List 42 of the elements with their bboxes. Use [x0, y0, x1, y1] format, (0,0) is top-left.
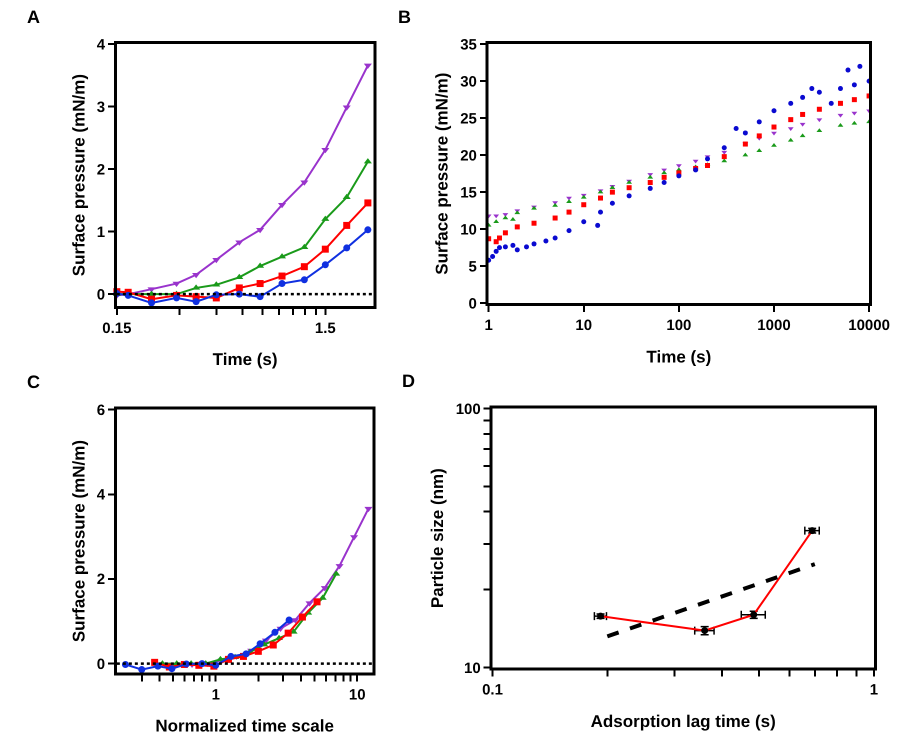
- y-tick-label: 0: [96, 656, 106, 673]
- y-tick-label: 3: [96, 98, 106, 116]
- y-tick-label: 2: [96, 571, 106, 588]
- y-tick-label: 6: [96, 402, 106, 419]
- y-axis-title: Particle size (nm): [428, 468, 448, 608]
- x-tick-label: 0.1: [482, 681, 503, 698]
- y-tick-label: 15: [460, 184, 477, 202]
- y-tick-label: 5: [468, 258, 477, 276]
- chart-title: A: [27, 7, 40, 27]
- y-tick-label: 30: [460, 73, 477, 90]
- y-tick-label: 1: [96, 224, 106, 241]
- x-tick-label: 10: [575, 316, 592, 334]
- x-tick-label: 1: [870, 681, 878, 698]
- y-axis-title: Surface pressure (mN/m): [69, 74, 88, 276]
- y-axis-title: Surface pressure (mN/m): [69, 440, 88, 642]
- y-tick-label: 4: [96, 36, 106, 54]
- y-tick-label: 2: [96, 161, 106, 178]
- y-tick-label: 10: [460, 221, 477, 238]
- y-tick-label: 10: [464, 660, 481, 677]
- chart-title: D: [402, 371, 415, 391]
- x-axis-title: Normalized time scale: [155, 716, 334, 736]
- y-tick-label: 0: [468, 295, 477, 312]
- y-tick-label: 0: [96, 286, 106, 304]
- x-tick-label: 1: [212, 686, 220, 704]
- y-tick-label: 100: [456, 400, 481, 418]
- x-tick-label: 10: [348, 686, 366, 704]
- x-tick-label: 1000: [757, 316, 791, 334]
- x-axis-title: Adsorption lag time (s): [590, 712, 776, 731]
- y-tick-label: 25: [460, 110, 477, 128]
- y-tick-label: 35: [460, 36, 477, 54]
- x-axis-title: Time (s): [212, 350, 278, 370]
- x-tick-label: 1.5: [314, 320, 336, 337]
- x-tick-label: 10000: [848, 316, 890, 334]
- y-tick-label: 20: [460, 147, 477, 164]
- y-tick-label: 4: [96, 486, 106, 504]
- chart-title: B: [398, 7, 411, 27]
- chart-title: C: [27, 372, 40, 392]
- x-tick-label: 0.15: [102, 320, 132, 337]
- x-tick-label: 100: [666, 316, 692, 334]
- x-tick-label: 1: [484, 316, 493, 334]
- y-axis-title: Surface pressure (mN/m): [432, 72, 452, 275]
- x-axis-title: Time (s): [646, 347, 712, 366]
